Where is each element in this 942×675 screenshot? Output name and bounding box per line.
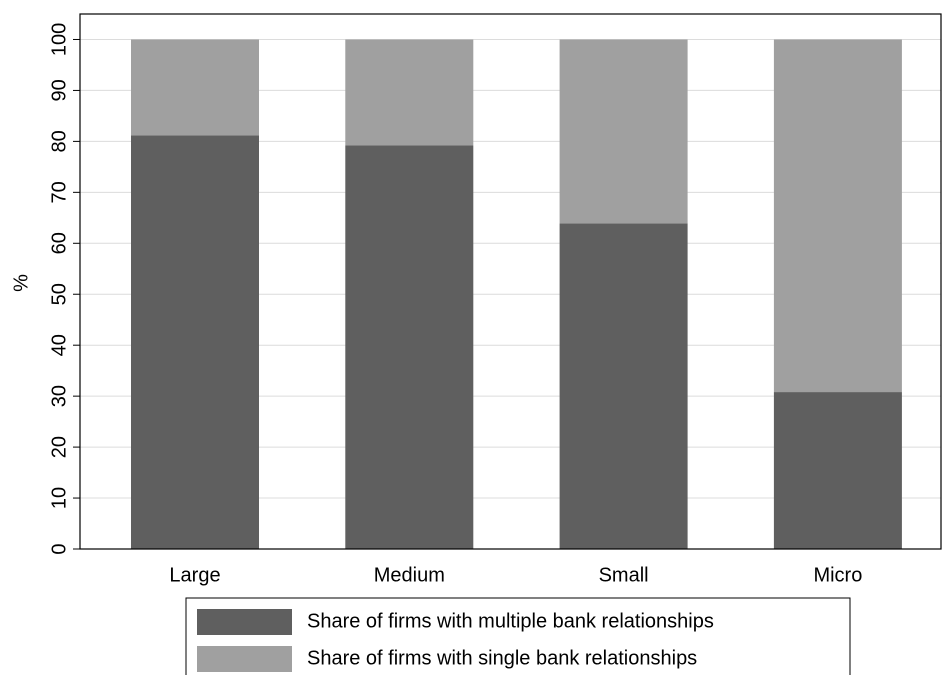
y-tick-label: 90 xyxy=(48,79,70,101)
y-tick-label: 0 xyxy=(48,543,70,554)
y-tick-label: 20 xyxy=(48,436,70,458)
y-tick-label: 50 xyxy=(48,283,70,305)
x-tick-label: Medium xyxy=(374,564,445,586)
plot-frame xyxy=(79,13,942,550)
bar-segment xyxy=(773,392,902,549)
y-tick-label: 80 xyxy=(48,130,70,152)
y-tick-label: 10 xyxy=(48,487,70,509)
x-tick-label: Small xyxy=(599,564,649,586)
y-axis-label: % xyxy=(10,274,32,292)
y-tick-label: 30 xyxy=(48,385,70,407)
x-tick-label: Micro xyxy=(813,564,862,586)
y-tick-label: 70 xyxy=(48,181,70,203)
bar-segment xyxy=(131,135,259,549)
y-tick-label: 100 xyxy=(48,23,70,56)
bar-segment xyxy=(559,223,688,549)
y-tick-label: 60 xyxy=(48,232,70,254)
legend-label: Share of firms with single bank relation… xyxy=(307,647,697,669)
y-tick-label: 40 xyxy=(48,334,70,356)
x-tick-label: Large xyxy=(169,564,220,586)
bar-segment xyxy=(345,39,474,146)
legend-swatch xyxy=(197,646,292,672)
bar-segment xyxy=(345,145,474,549)
bar-segment xyxy=(131,39,259,136)
bar-segment xyxy=(559,39,688,224)
legend-swatch xyxy=(197,609,292,635)
legend-box xyxy=(185,597,851,675)
legend-label: Share of firms with multiple bank relati… xyxy=(307,610,714,632)
bar-segment xyxy=(773,39,902,393)
